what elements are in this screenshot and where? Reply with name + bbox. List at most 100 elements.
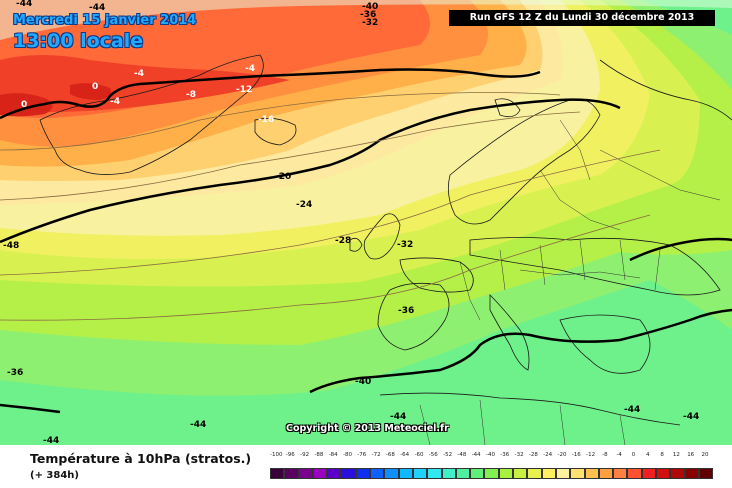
legend-swatch (670, 468, 685, 479)
legend-label: -68 (385, 452, 395, 458)
footer: Température à 10hPa (stratos.) (+ 384h) … (0, 445, 732, 488)
legend-swatch (284, 468, 299, 479)
color-legend: -100 -96 -92 -88 -84 -80 -76 -72 -68 -64 -60 -56 -52… (270, 452, 714, 486)
copyright-text: Copyright © 2013 Meteociel.fr (286, 423, 449, 434)
legend-swatch (584, 468, 599, 479)
legend-swatch (327, 468, 342, 479)
label-m44-br2: -44 (683, 412, 699, 422)
label-m32-top: -32 (362, 18, 378, 28)
legend-label: -20 (557, 452, 567, 458)
variable-name: Température à 10hPa (stratos.) (30, 451, 252, 466)
bold-contours (0, 68, 732, 414)
label-m36-spain: -36 (398, 306, 414, 316)
legend-label: -72 (371, 452, 381, 458)
legend-label: 16 (687, 452, 695, 458)
legend-swatch (470, 468, 485, 479)
svalbard-coast (494, 98, 521, 118)
label-m44-bl: -44 (43, 436, 59, 445)
france-coast (399, 257, 474, 293)
legend-label: -44 (471, 452, 481, 458)
band-4-a (0, 93, 53, 117)
legend-swatch (312, 468, 328, 479)
label-m20: -20 (275, 172, 291, 182)
legend-swatch (270, 468, 285, 479)
label-m24: -24 (296, 200, 312, 210)
contour-m28-thin (0, 149, 661, 276)
label-zero-b: 0 (21, 100, 27, 110)
legend-label: -56 (428, 452, 438, 458)
legend-label: -64 (400, 452, 410, 458)
legend-swatch (627, 468, 642, 479)
legend-swatch (527, 468, 542, 479)
legend-swatch (355, 468, 371, 479)
legend-label: -100 (270, 452, 283, 458)
legend-swatch (484, 468, 499, 479)
legend-label: -52 (443, 452, 453, 458)
legend-swatch (441, 468, 456, 479)
band-top-fringe (0, 0, 732, 40)
arctic-russia-coast (599, 59, 732, 121)
legend-swatch (455, 468, 471, 479)
label-m32-uk: -32 (397, 240, 413, 250)
label-m12: -12 (236, 85, 252, 95)
legend-label: -76 (357, 452, 367, 458)
legend-label: -32 (514, 452, 524, 458)
label-m48-left: -48 (3, 241, 19, 251)
thin-contours (0, 92, 661, 321)
legend-swatch (541, 468, 556, 479)
legend-bar (270, 468, 714, 479)
map-svg: -44 -44 -40 -36 -32 -4 0 -4 0 -8 -4 -12 … (0, 0, 732, 445)
legend-label: -40 (486, 452, 495, 458)
forecast-date: Mercredi 15 janvier 2014 (13, 13, 197, 28)
label-m4-a: -4 (134, 69, 144, 79)
temperature-map: -44 -44 -40 -36 -32 -4 0 -4 0 -8 -4 -12 … (0, 0, 732, 445)
contour-m12-thin (0, 92, 561, 151)
legend-swatch (555, 468, 571, 479)
forecast-time: 13:00 locale (13, 30, 144, 52)
contour-labels: -44 -44 -40 -36 -32 -4 0 -4 0 -8 -4 -12 … (3, 0, 699, 445)
contour-m44-bl (0, 403, 61, 414)
legend-label: -80 (343, 452, 352, 458)
legend-label: -4 (616, 452, 622, 458)
legend-swatch (498, 468, 514, 479)
legend-swatch (298, 468, 313, 479)
legend-label: -88 (314, 452, 324, 458)
legend-label: -96 (285, 452, 295, 458)
run-info: Run GFS 12 Z du Lundi 30 décembre 2013 (449, 10, 715, 26)
balkans-coast (559, 314, 651, 374)
legend-label: -84 (328, 452, 338, 458)
italy-coast (489, 294, 530, 371)
legend-swatch (641, 468, 657, 479)
legend-label: 20 (701, 452, 709, 458)
contour-m32-thin (0, 214, 651, 321)
north-africa-coast (379, 392, 681, 426)
label-m16: -16 (258, 115, 274, 125)
legend-swatch (412, 468, 428, 479)
legend-label: -60 (414, 452, 424, 458)
legend-swatch (698, 468, 714, 479)
greenland-coast (39, 54, 264, 175)
legend-label: 0 (631, 452, 636, 458)
label-m44-bm: -44 (390, 412, 406, 422)
legend-swatch (513, 468, 528, 479)
central-europe (469, 237, 721, 296)
legend-label: 8 (660, 452, 664, 458)
borders-north (539, 119, 721, 231)
legend-label: -28 (528, 452, 538, 458)
legend-label: -36 (500, 452, 510, 458)
borders-africa (419, 399, 626, 445)
iceland-coast (254, 117, 297, 146)
legend-swatch (398, 468, 413, 479)
legend-swatch (684, 468, 699, 479)
coastlines (39, 54, 732, 426)
label-zero-a: 0 (92, 82, 98, 92)
legend-labels: -100 -96 -92 -88 -84 -80 -76 -72 -68 -64 -60 -56 -52… (270, 452, 714, 464)
scandinavia-coast (447, 98, 601, 225)
borders-europe (459, 239, 661, 321)
legend-label: -92 (300, 452, 310, 458)
band-4-b (70, 83, 112, 100)
label-m28: -28 (335, 236, 351, 246)
legend-swatch (341, 468, 356, 479)
label-m44-top: -44 (89, 3, 105, 13)
legend-swatch (656, 468, 671, 479)
